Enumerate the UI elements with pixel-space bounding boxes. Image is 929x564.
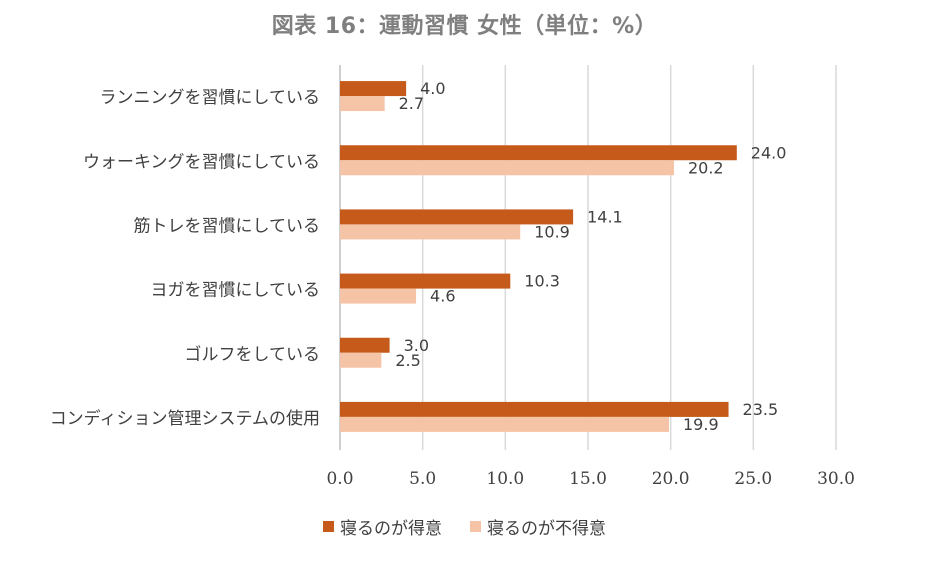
- bar-series2: [340, 224, 521, 240]
- bar-series2: [340, 288, 417, 304]
- data-label-series1: 24.0: [751, 143, 787, 162]
- data-label-series1: 4.0: [420, 79, 445, 98]
- bar-series1: [340, 81, 407, 97]
- x-tick-label: 30.0: [817, 469, 855, 489]
- legend: 寝るのが得意 寝るのが不得意: [0, 514, 929, 539]
- data-label-series2: 10.9: [534, 222, 570, 241]
- bar-series1: [340, 145, 737, 161]
- data-label-series1: 14.1: [587, 207, 623, 226]
- bar-series2: [340, 416, 670, 432]
- data-label-series1: 23.5: [743, 400, 779, 419]
- bar-series2: [340, 96, 385, 112]
- bar-series2: [340, 160, 674, 176]
- legend-label-series1: 寝るのが得意: [340, 519, 442, 539]
- x-tick-label: 15.0: [569, 469, 607, 489]
- bar-series1: [340, 273, 511, 289]
- legend-label-series2: 寝るのが不得意: [487, 519, 606, 539]
- bar-series1: [340, 209, 574, 225]
- x-tick-label: 5.0: [409, 469, 436, 489]
- bar-series1: [340, 401, 729, 417]
- data-label-series2: 19.9: [683, 415, 719, 434]
- chart-title: 図表 16：運動習慣 女性（単位：%）: [271, 14, 658, 39]
- data-label-series2: 2.7: [399, 94, 424, 113]
- x-tick-label: 10.0: [486, 469, 524, 489]
- x-tick-label: 25.0: [734, 469, 772, 489]
- category-label: 筋トレを習慣にしている: [134, 216, 321, 236]
- category-label: ゴルフをしている: [185, 344, 321, 365]
- category-label: ヨガを習慣にしている: [151, 281, 321, 301]
- x-tick-label: 20.0: [652, 469, 690, 489]
- data-label-series1: 10.3: [524, 272, 560, 291]
- category-label: ランニングを習慣にしている: [100, 88, 321, 108]
- data-label-series2: 2.5: [395, 351, 420, 370]
- bar-series1: [340, 337, 390, 353]
- legend-swatch-series2: [470, 521, 481, 532]
- x-tick-label: 0.0: [326, 469, 353, 489]
- bar-series2: [340, 352, 382, 368]
- data-label-series2: 20.2: [688, 158, 724, 177]
- legend-item-series2: 寝るのが不得意: [470, 514, 606, 539]
- category-label: ウォーキングを習慣にしている: [83, 152, 320, 172]
- legend-item-series1: 寝るのが得意: [323, 514, 442, 539]
- legend-swatch-series1: [323, 521, 334, 532]
- category-label: コンディション管理システムの使用: [50, 408, 320, 429]
- data-label-series1: 3.0: [404, 336, 429, 355]
- data-label-series2: 4.6: [430, 287, 455, 306]
